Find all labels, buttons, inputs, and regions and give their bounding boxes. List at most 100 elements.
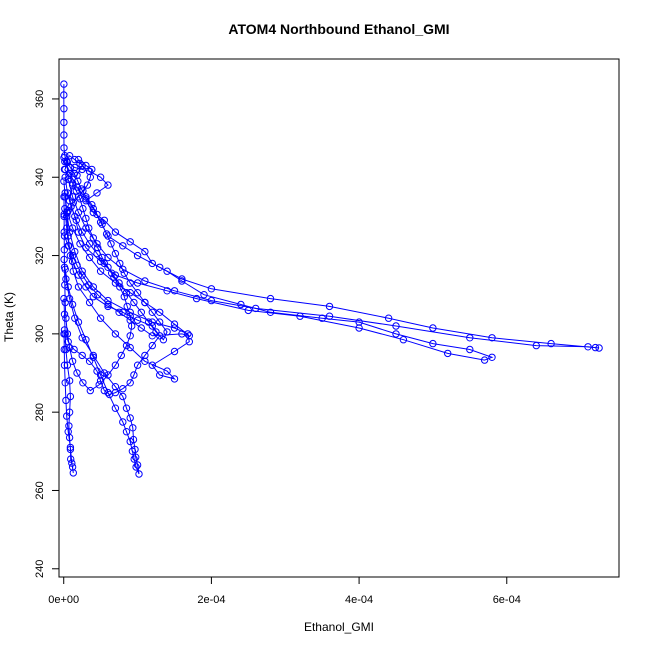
data-point	[61, 173, 69, 181]
data-point	[126, 289, 134, 297]
data-point	[156, 371, 164, 379]
data-point	[60, 91, 68, 99]
data-point	[63, 361, 72, 369]
data-point	[104, 263, 112, 271]
data-point	[163, 367, 171, 375]
series-line	[63, 169, 133, 392]
data-point	[93, 189, 101, 197]
data-point	[65, 152, 74, 160]
data-point	[78, 271, 86, 279]
data-point	[111, 330, 120, 338]
plot-area	[60, 80, 603, 478]
data-point	[144, 318, 153, 326]
data-point	[61, 165, 69, 174]
data-point	[141, 357, 149, 365]
data-point	[70, 169, 78, 178]
data-point	[61, 298, 69, 307]
data-point	[94, 244, 102, 252]
data-point	[74, 318, 83, 326]
data-point	[64, 242, 72, 250]
data-point	[119, 242, 127, 250]
data-point	[137, 308, 146, 316]
data-point	[252, 304, 260, 313]
data-point	[60, 131, 68, 139]
data-point	[156, 318, 164, 326]
data-point	[79, 204, 87, 213]
data-point	[104, 388, 112, 397]
series-5	[60, 294, 78, 477]
data-point	[89, 234, 98, 242]
series-10	[60, 208, 194, 340]
data-point	[591, 343, 600, 352]
data-point	[148, 259, 157, 268]
data-point	[60, 80, 68, 88]
data-point	[429, 339, 437, 348]
data-point	[70, 345, 78, 354]
y-tick-label: 260	[34, 481, 46, 499]
data-point	[85, 253, 94, 262]
data-point	[119, 385, 127, 393]
data-point	[116, 283, 124, 291]
data-point	[104, 181, 112, 189]
data-point	[111, 404, 120, 412]
data-point	[60, 361, 69, 369]
data-point	[141, 351, 149, 360]
data-point	[76, 159, 84, 168]
data-point	[60, 105, 68, 113]
data-point	[466, 345, 474, 354]
data-point	[159, 336, 168, 344]
data-point	[355, 324, 363, 332]
data-point	[98, 253, 106, 262]
data-point	[488, 334, 496, 342]
data-point	[126, 343, 134, 352]
data-point	[74, 193, 83, 201]
data-point	[67, 455, 75, 463]
data-point	[60, 310, 69, 318]
data-point	[68, 357, 77, 365]
data-point	[96, 173, 105, 181]
data-point	[392, 322, 400, 330]
data-point	[60, 193, 68, 201]
data-point	[102, 230, 111, 238]
data-point	[122, 428, 131, 436]
data-point	[98, 220, 106, 228]
data-point	[111, 279, 120, 287]
data-point	[62, 314, 70, 322]
data-point	[104, 232, 112, 240]
data-point	[78, 351, 86, 360]
data-point	[178, 275, 186, 283]
series-9	[60, 152, 96, 221]
data-point	[86, 173, 95, 181]
data-point	[466, 334, 474, 342]
data-point	[429, 324, 437, 332]
data-point	[93, 367, 101, 375]
data-point	[133, 279, 142, 287]
data-point	[137, 324, 146, 332]
series-line	[63, 154, 93, 217]
data-point	[115, 308, 123, 316]
data-point	[130, 298, 138, 307]
data-point	[207, 285, 216, 293]
data-point	[65, 294, 74, 303]
data-point	[126, 279, 134, 287]
data-point	[85, 281, 93, 289]
data-point	[60, 232, 69, 240]
data-point	[148, 308, 157, 316]
y-tick-label: 300	[34, 325, 46, 343]
data-point	[71, 247, 79, 256]
data-point	[96, 314, 105, 322]
data-point	[170, 375, 179, 383]
data-point	[126, 379, 134, 387]
data-point	[63, 330, 72, 338]
data-point	[61, 281, 69, 289]
y-tick-label: 240	[34, 560, 46, 578]
data-point	[89, 351, 98, 360]
data-point	[122, 341, 131, 350]
data-point	[76, 240, 84, 248]
data-point	[85, 357, 94, 365]
data-point	[192, 294, 201, 303]
data-point	[170, 347, 179, 356]
data-point	[119, 418, 127, 426]
data-point	[111, 249, 120, 258]
data-point	[96, 377, 105, 385]
